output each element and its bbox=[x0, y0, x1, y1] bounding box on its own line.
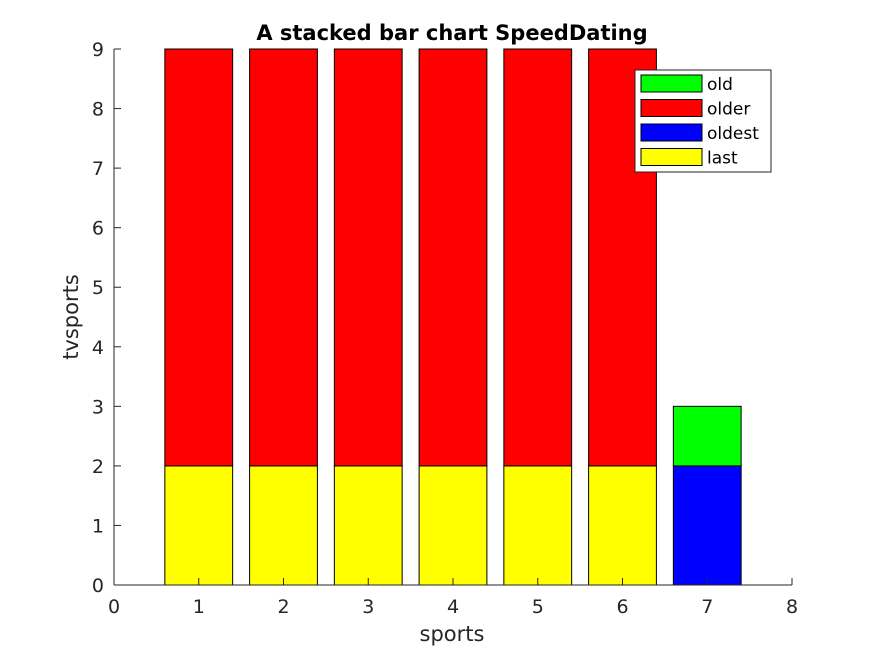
bar-segment-older-2 bbox=[249, 48, 318, 467]
bar-segment-last-6 bbox=[588, 465, 657, 586]
x-tick-label: 0 bbox=[108, 596, 120, 618]
legend-swatch-oldest bbox=[640, 123, 703, 142]
legend-swatch-last bbox=[640, 148, 703, 166]
legend-label-oldest: oldest bbox=[707, 124, 759, 144]
y-tick-label: 5 bbox=[92, 277, 104, 299]
legend-label-last: last bbox=[707, 149, 738, 169]
bar-segment-last-4 bbox=[418, 465, 488, 586]
chart-title: A stacked bar chart SpeedDating bbox=[256, 21, 647, 45]
bar-segment-last-5 bbox=[503, 465, 573, 586]
x-tick-label: 2 bbox=[277, 596, 289, 618]
bar-segment-older-5 bbox=[503, 48, 573, 467]
y-tick-label: 9 bbox=[92, 39, 104, 61]
x-tick-label: 1 bbox=[193, 596, 205, 618]
bar-segment-last-3 bbox=[333, 465, 403, 586]
x-tick-label: 4 bbox=[447, 596, 459, 618]
x-tick-label: 3 bbox=[362, 596, 374, 618]
x-tick-label: 8 bbox=[786, 596, 798, 618]
bar-segment-older-1 bbox=[164, 48, 234, 467]
bar-segment-old-7 bbox=[672, 405, 742, 467]
bar-segment-last-2 bbox=[249, 465, 318, 586]
bar-segment-last-1 bbox=[164, 465, 234, 586]
legend-swatch-old bbox=[640, 74, 703, 93]
bar-segment-oldest-7 bbox=[672, 465, 742, 586]
x-tick-label: 7 bbox=[701, 596, 713, 618]
axes-layer: 0 1 2 3 4 5 6 7 8 0 1 2 3 4 5 6 7 8 9 bbox=[92, 39, 798, 618]
legend-label-older: older bbox=[707, 100, 750, 120]
y-tick-label: 6 bbox=[92, 218, 104, 240]
y-tick-label: 3 bbox=[92, 396, 104, 418]
y-tick-label: 7 bbox=[92, 158, 104, 180]
x-tick-label: 6 bbox=[616, 596, 628, 618]
y-tick-label: 1 bbox=[92, 515, 104, 537]
x-tick-label: 5 bbox=[532, 596, 544, 618]
x-axis-label: sports bbox=[420, 622, 485, 646]
legend-swatch-older bbox=[640, 99, 703, 117]
y-axis-label: tvsports bbox=[59, 274, 83, 360]
bar-segment-older-4 bbox=[418, 48, 488, 467]
y-tick-label: 4 bbox=[92, 337, 104, 359]
y-tick-label: 2 bbox=[92, 456, 104, 478]
bar-segment-older-3 bbox=[333, 48, 403, 467]
y-tick-label: 8 bbox=[92, 99, 104, 121]
legend-label-old: old bbox=[707, 75, 733, 95]
bars-layer bbox=[164, 48, 742, 586]
legend: old older oldest last bbox=[634, 69, 772, 173]
y-tick-label: 0 bbox=[92, 575, 104, 597]
